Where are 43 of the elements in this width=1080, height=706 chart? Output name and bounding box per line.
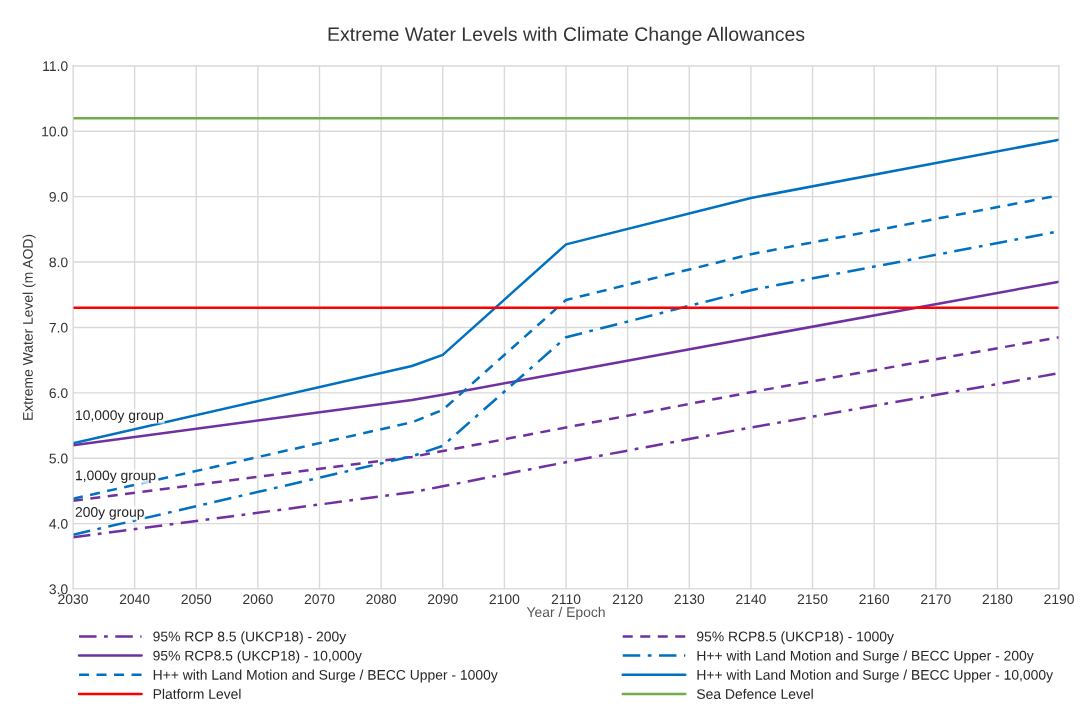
legend-label: 95% RCP 8.5 (UKCP18) - 200y — [153, 631, 347, 645]
x-tick-label: 2060 — [243, 594, 273, 605]
legend-label: H++ with Land Motion and Surge / BECC Upper - 10,000y — [697, 669, 1053, 683]
x-tick-label: 2180 — [982, 594, 1013, 605]
chart-title: Extreme Water Levels with Climate Change Allowances — [328, 26, 805, 45]
x-tick-label: 2130 — [674, 594, 705, 605]
x-axis-title: Year / Epoch — [526, 606, 605, 620]
x-tick-label: 2070 — [304, 594, 335, 605]
y-tick-label: 9.0 — [49, 191, 68, 202]
x-tick-label: 2110 — [551, 594, 581, 605]
legend-label: 95% RCP8.5 (UKCP18) - 10,000y — [153, 650, 362, 664]
annotation: 200y group — [75, 507, 144, 520]
x-tick-label: 2120 — [612, 594, 643, 605]
annotation: 1,000y group — [76, 470, 156, 484]
x-tick-label: 2150 — [797, 594, 828, 605]
legend-label: 95% RCP8.5 (UKCP18) - 1000y — [697, 631, 894, 645]
y-tick-label: 8.0 — [49, 257, 68, 268]
legend-label: H++ with Land Motion and Surge / BECC Upper - 200y — [697, 650, 1034, 664]
x-tick-label: 2080 — [366, 594, 397, 605]
y-tick-label: 7.0 — [49, 322, 68, 333]
y-tick-label: 4.0 — [49, 518, 68, 529]
line-series — [73, 280, 1060, 447]
y-tick-label: 5.0 — [49, 453, 68, 464]
x-tick-label: 2140 — [736, 594, 766, 605]
x-tick-label: 2160 — [859, 594, 890, 605]
line-series — [73, 138, 1060, 445]
y-tick-label: 11.0 — [43, 61, 68, 72]
x-tick-label: 2170 — [921, 594, 951, 605]
x-tick-label: 2090 — [428, 594, 458, 605]
y-tick-label: 10.0 — [42, 126, 68, 137]
line-series — [73, 336, 1060, 502]
legend-label: H++ with Land Motion and Surge / BECC Upper - 1000y — [153, 669, 498, 683]
x-tick-label: 2030 — [58, 594, 88, 605]
y-tick-label: 3.0 — [49, 584, 68, 595]
legend-label: Platform Level — [153, 688, 241, 699]
y-tick-label: 6.0 — [49, 388, 68, 399]
x-tick-label: 2100 — [489, 594, 520, 605]
legend-label: Sea Defence Level — [696, 688, 813, 699]
y-axis-title: Extreme Water Level (m AOD) — [22, 234, 36, 420]
x-tick-label: 2190 — [1044, 594, 1074, 605]
x-tick-label: 2050 — [181, 594, 212, 605]
x-tick-label: 2040 — [119, 594, 150, 605]
annotation: 10,000y group — [76, 410, 164, 423]
